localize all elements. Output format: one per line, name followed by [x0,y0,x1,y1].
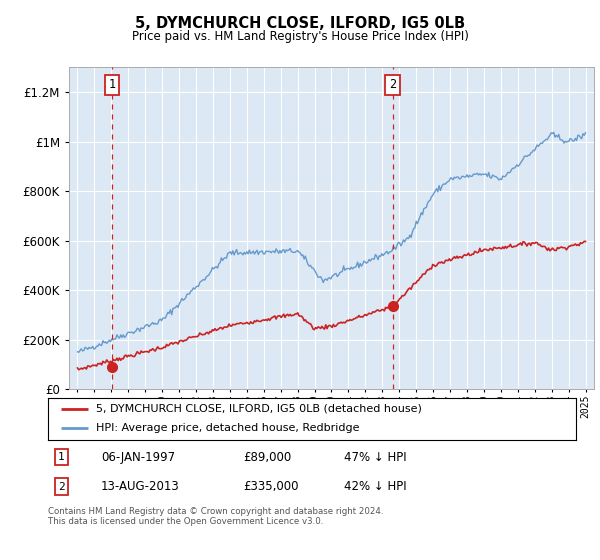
Text: HPI: Average price, detached house, Redbridge: HPI: Average price, detached house, Redb… [95,423,359,433]
Text: 42% ↓ HPI: 42% ↓ HPI [344,480,406,493]
Text: Price paid vs. HM Land Registry's House Price Index (HPI): Price paid vs. HM Land Registry's House … [131,30,469,43]
Text: 1: 1 [109,78,116,91]
Text: Contains HM Land Registry data © Crown copyright and database right 2024.
This d: Contains HM Land Registry data © Crown c… [48,507,383,526]
Text: £335,000: £335,000 [244,480,299,493]
Text: 5, DYMCHURCH CLOSE, ILFORD, IG5 0LB (detached house): 5, DYMCHURCH CLOSE, ILFORD, IG5 0LB (det… [95,404,421,414]
Text: 1: 1 [58,452,65,462]
Text: £89,000: £89,000 [244,451,292,464]
Text: 47% ↓ HPI: 47% ↓ HPI [344,451,406,464]
Text: 06-JAN-1997: 06-JAN-1997 [101,451,175,464]
Text: 13-AUG-2013: 13-AUG-2013 [101,480,179,493]
Text: 2: 2 [389,78,397,91]
Text: 5, DYMCHURCH CLOSE, ILFORD, IG5 0LB: 5, DYMCHURCH CLOSE, ILFORD, IG5 0LB [135,16,465,31]
Text: 2: 2 [58,482,65,492]
